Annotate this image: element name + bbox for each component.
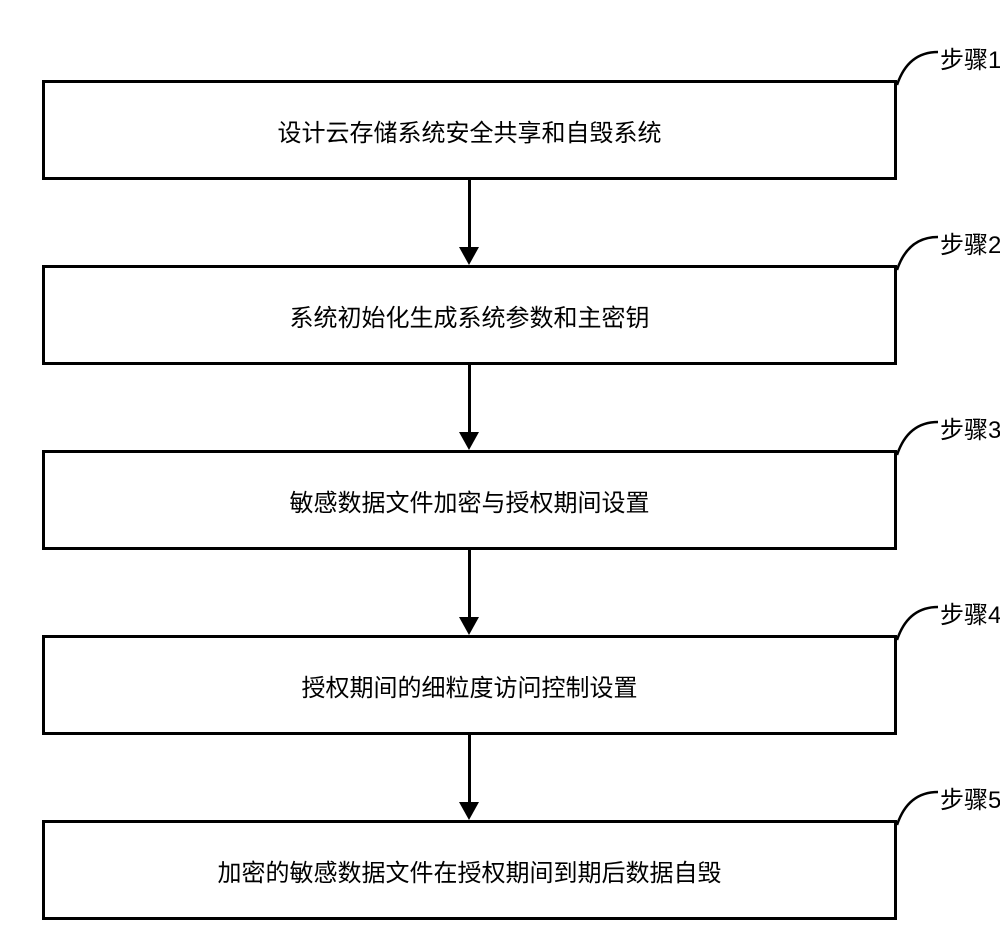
step-content-4: 授权期间的细粒度访问控制设置 — [302, 668, 638, 703]
step-label-4: 步骤4 — [940, 595, 1000, 630]
step-label-5: 步骤5 — [940, 780, 1000, 815]
step-content-2: 系统初始化生成系统参数和主密钥 — [290, 298, 650, 333]
curve-connector-3 — [896, 410, 946, 460]
curve-connector-2 — [896, 225, 946, 275]
step-box-1: 设计云存储系统安全共享和自毁系统 — [42, 80, 897, 180]
step-box-3: 敏感数据文件加密与授权期间设置 — [42, 450, 897, 550]
step-content-3: 敏感数据文件加密与授权期间设置 — [290, 483, 650, 518]
curve-connector-5 — [896, 780, 946, 830]
arrow-head-2-3 — [459, 432, 479, 450]
step-content-5: 加密的敏感数据文件在授权期间到期后数据自毁 — [218, 853, 722, 888]
flowchart-container: 设计云存储系统安全共享和自毁系统 步骤1 系统初始化生成系统参数和主密钥 步骤2… — [20, 20, 980, 914]
step-box-4: 授权期间的细粒度访问控制设置 — [42, 635, 897, 735]
arrow-line-4-5 — [468, 735, 471, 803]
arrow-head-1-2 — [459, 247, 479, 265]
arrow-line-3-4 — [468, 550, 471, 618]
arrow-line-2-3 — [468, 365, 471, 433]
curve-connector-1 — [896, 40, 946, 90]
arrow-line-1-2 — [468, 180, 471, 248]
step-box-2: 系统初始化生成系统参数和主密钥 — [42, 265, 897, 365]
arrow-head-4-5 — [459, 802, 479, 820]
curve-connector-4 — [896, 595, 946, 645]
step-label-3: 步骤3 — [940, 410, 1000, 445]
step-label-1: 步骤1 — [940, 40, 1000, 75]
step-label-2: 步骤2 — [940, 225, 1000, 260]
step-content-1: 设计云存储系统安全共享和自毁系统 — [278, 113, 662, 148]
arrow-head-3-4 — [459, 617, 479, 635]
step-box-5: 加密的敏感数据文件在授权期间到期后数据自毁 — [42, 820, 897, 920]
